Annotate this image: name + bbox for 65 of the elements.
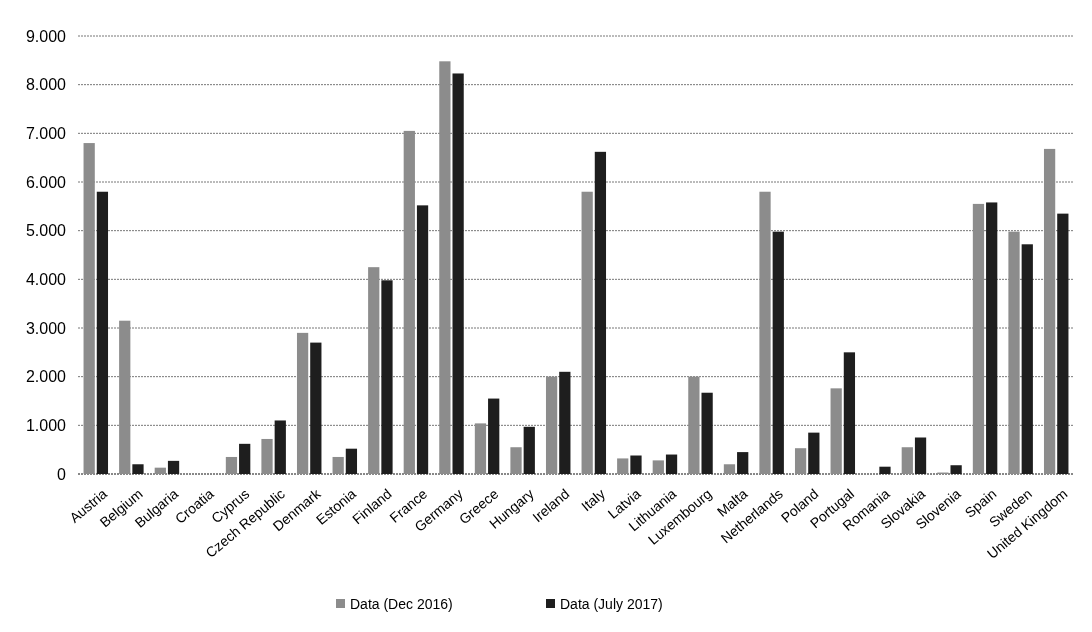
bar — [523, 426, 535, 474]
bar — [403, 130, 415, 474]
bar — [843, 352, 856, 474]
bar — [332, 456, 344, 474]
bar — [381, 280, 393, 474]
legend-label: Data (July 2017) — [560, 595, 663, 612]
bar — [310, 342, 322, 474]
bar — [96, 191, 109, 474]
bar — [652, 460, 664, 474]
bar — [986, 202, 998, 474]
bar — [914, 437, 927, 474]
y-tick-label: 3.000 — [25, 319, 67, 337]
y-tick-label: 7.000 — [25, 124, 67, 142]
bar — [808, 432, 820, 474]
bar — [594, 151, 607, 474]
bar — [510, 447, 522, 474]
bar — [701, 392, 713, 474]
bar — [1057, 213, 1069, 474]
bar — [630, 455, 642, 474]
bar — [368, 267, 380, 474]
bar — [488, 398, 500, 474]
bar — [559, 371, 571, 474]
bar — [274, 420, 286, 474]
bar — [950, 465, 962, 474]
bar — [617, 458, 629, 474]
bar — [581, 191, 593, 474]
bar — [737, 452, 749, 474]
bar — [972, 203, 985, 474]
y-tick-label: 5.000 — [25, 222, 67, 240]
y-tick-label: 2.000 — [25, 368, 67, 386]
bar — [119, 320, 131, 474]
bar — [794, 448, 807, 474]
bar — [723, 464, 736, 474]
bar — [1043, 148, 1056, 474]
bar — [830, 388, 842, 474]
y-tick-label: 4.000 — [25, 270, 67, 288]
y-tick-label: 9.000 — [25, 27, 67, 45]
bar — [1021, 244, 1033, 474]
bar — [665, 454, 678, 474]
y-tick-label: 1.000 — [25, 416, 67, 434]
y-tick-label: 0 — [57, 465, 67, 483]
bar — [225, 456, 238, 474]
bar — [167, 460, 180, 474]
bar — [474, 423, 487, 474]
x-tick-label: Italy — [578, 485, 609, 515]
bar — [901, 447, 913, 474]
bar — [688, 376, 700, 474]
bar — [772, 231, 784, 474]
bar — [296, 332, 309, 474]
bar — [416, 205, 429, 474]
bar — [545, 376, 558, 474]
bar — [1008, 231, 1020, 474]
bar — [439, 61, 451, 474]
bar — [879, 466, 891, 474]
y-tick-label: 6.000 — [25, 173, 67, 191]
bar — [452, 73, 464, 474]
bar — [345, 448, 358, 474]
y-tick-label: 8.000 — [25, 76, 67, 94]
bar — [759, 191, 771, 474]
bar — [132, 464, 144, 474]
bar — [261, 438, 273, 474]
bar — [154, 467, 166, 474]
bar — [239, 443, 251, 474]
legend-label: Data (Dec 2016) — [350, 595, 453, 612]
bar — [83, 143, 95, 474]
